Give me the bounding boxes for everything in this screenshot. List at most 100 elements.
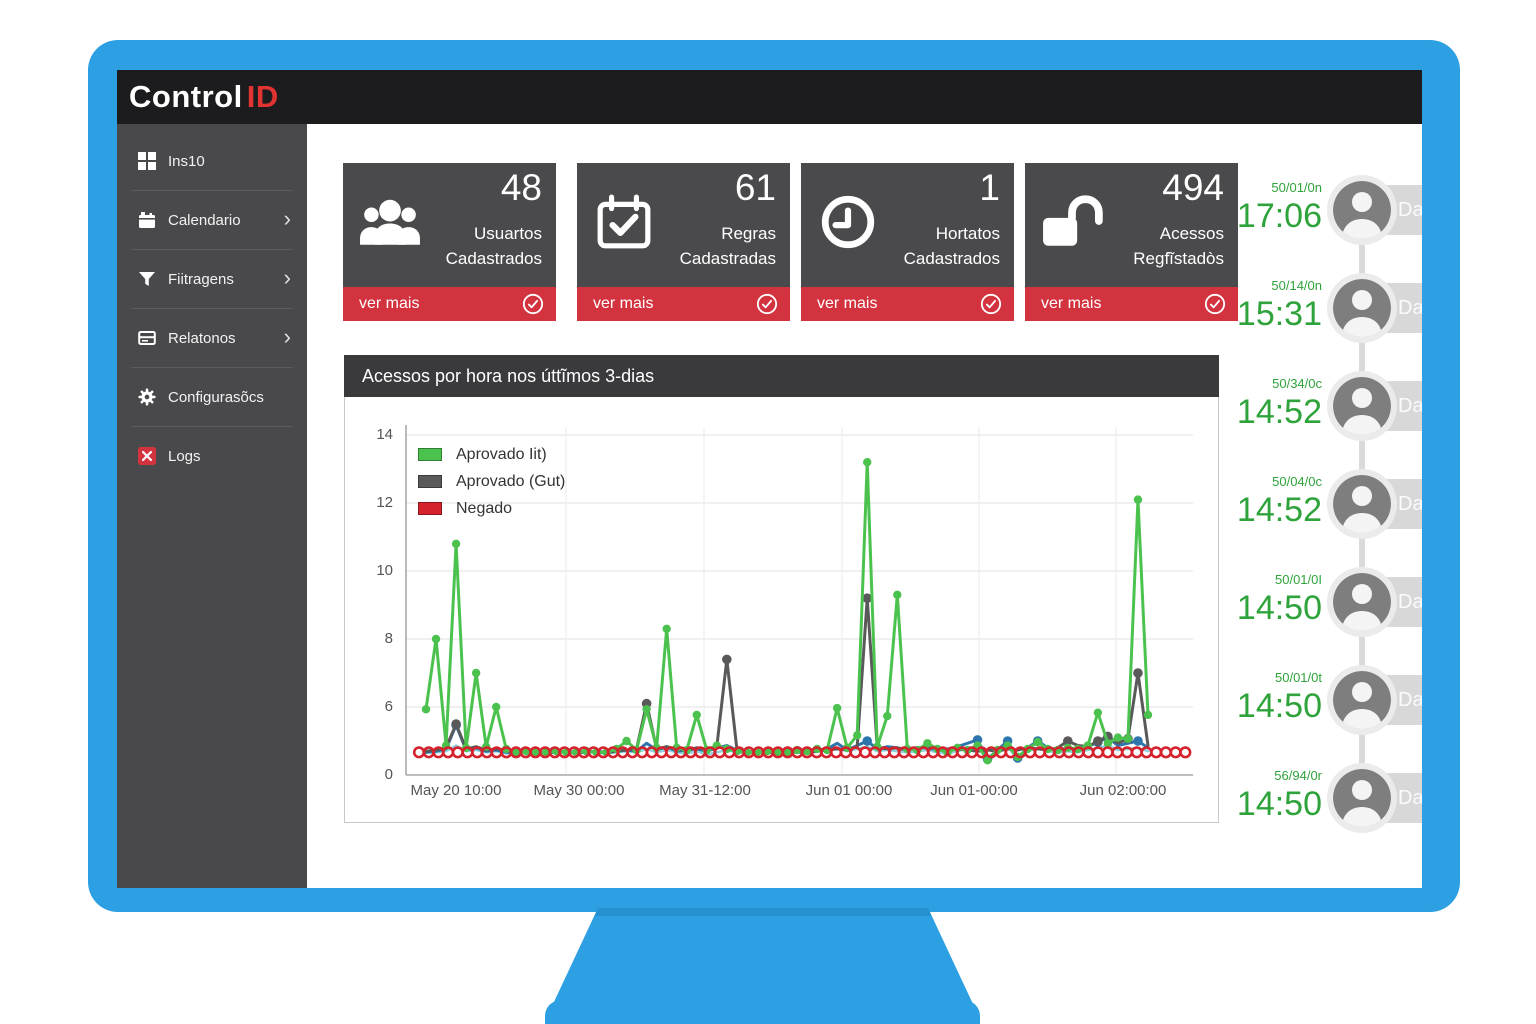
timeline-card-text: Da: [1398, 591, 1422, 613]
sidebar-item-label: Relatonos: [168, 329, 236, 347]
stat-card-value: 1: [979, 167, 1000, 208]
stat-card-value: 494: [1162, 167, 1224, 208]
timeline-date: 50/01/0t: [1275, 670, 1322, 685]
sidebar-separator: [131, 367, 293, 368]
timeline-time: 14:52: [1236, 491, 1322, 529]
sidebar-separator: [131, 190, 293, 191]
calendar-icon: [138, 211, 156, 229]
y-tick-label: 0: [384, 766, 393, 783]
sidebar-item-fiitragens[interactable]: Fiitragens ›: [117, 257, 307, 301]
logo-text-id: ID: [246, 79, 279, 114]
app-header: Control ID: [117, 70, 1422, 124]
timeline-time: 17:06: [1236, 197, 1322, 235]
logo-text-control: Control: [129, 79, 243, 114]
padlock-open-icon: [1041, 193, 1103, 251]
person-icon: [1333, 671, 1391, 729]
timeline-time: 14:52: [1236, 393, 1322, 431]
grid-icon: [138, 152, 156, 170]
avatar: [1327, 371, 1397, 441]
avatar: [1327, 665, 1397, 735]
x-tick-label: May 31-12:00: [659, 782, 751, 799]
check-circle-icon: [756, 293, 778, 315]
timeline-date: 56/94/0r: [1274, 768, 1322, 783]
avatar: [1327, 763, 1397, 833]
chevron-right-icon: ›: [283, 265, 291, 290]
sidebar-item-calendario[interactable]: Calendario ›: [117, 198, 307, 242]
x-tick-label: Jun 01 00:00: [805, 782, 893, 799]
person-icon: [1333, 769, 1391, 827]
ver-mais-button[interactable]: ver mais: [577, 287, 790, 321]
person-icon: [1333, 573, 1391, 631]
stat-card-label: Usuartos Cadastrados: [445, 224, 542, 268]
legend-label: Negado: [456, 499, 513, 517]
timeline-card-text: Da: [1398, 689, 1422, 711]
stat-card-body: 61 Regras Cadastradas: [577, 163, 790, 287]
sidebar-item-configuras-cs[interactable]: Configurasõcs: [117, 375, 307, 419]
chart-body: 14 12 10 8 6 0 May 20 10:00 May 30 00:00 May 31-…: [344, 397, 1219, 823]
chevron-right-icon: ›: [283, 324, 291, 349]
timeline-date: 50/14/0n: [1271, 278, 1322, 293]
gear-icon: [138, 388, 156, 406]
stat-card-regras: 61 Regras Cadastradas ver mais: [577, 163, 790, 321]
timeline-time: 14:50: [1236, 785, 1322, 823]
check-circle-icon: [980, 293, 1002, 315]
calendar-check-icon: [593, 193, 655, 251]
legend-swatch: [418, 475, 442, 488]
stat-card-acessos: 494 Acessos Regfĩstadòs ver mais: [1025, 163, 1238, 321]
avatar: [1327, 175, 1397, 245]
stat-card-label: Regras Cadastradas: [679, 224, 776, 268]
person-icon: [1333, 279, 1391, 337]
timeline-card-text: Da: [1398, 297, 1422, 319]
users-icon: [359, 193, 421, 251]
logs-x-icon: [138, 447, 156, 465]
monitor-stand-neck: [553, 908, 973, 1004]
ver-mais-label: ver mais: [817, 295, 878, 312]
sidebar-item-label: Ins10: [168, 152, 205, 170]
stat-card-body: 1 Hortatos Cadastrados: [801, 163, 1014, 287]
timeline-date: 50/01/0I: [1275, 572, 1322, 587]
person-icon: [1333, 475, 1391, 533]
sidebar-item-logs[interactable]: Logs: [117, 434, 307, 478]
legend-label: Aprovado Iit): [456, 445, 547, 463]
stat-card-hortatos: 1 Hortatos Cadastrados ver mais: [801, 163, 1014, 321]
ver-mais-button[interactable]: ver mais: [343, 287, 556, 321]
chart-panel: Acessos por hora nos úttĩmos 3-dias 14 12…: [344, 355, 1219, 823]
monitor-stand-base: [545, 1000, 980, 1024]
clock-icon: [817, 193, 879, 251]
person-icon: [1333, 377, 1391, 435]
sidebar-separator: [131, 308, 293, 309]
timeline-card-text: Da: [1398, 199, 1422, 221]
ver-mais-label: ver mais: [1041, 295, 1102, 312]
chart-legend: Aprovado Iit) Aprovado (Gut) Negado: [418, 441, 565, 522]
person-icon: [1333, 181, 1391, 239]
stat-card-body: 494 Acessos Regfĩstadòs: [1025, 163, 1238, 287]
app-logo: Control ID: [129, 70, 279, 124]
sidebar: Ins10 Calendario › Fiitragens › Relatonos › Con…: [117, 124, 307, 888]
legend-item-aprovado-gut-: Aprovado (Gut): [418, 468, 565, 495]
sidebar-separator: [131, 249, 293, 250]
stat-card-usuartos: 48 Usuartos Cadastrados ver mais: [343, 163, 556, 321]
timeline-card-text: Da: [1398, 395, 1422, 417]
avatar: [1327, 273, 1397, 343]
ver-mais-label: ver mais: [593, 295, 654, 312]
sidebar-item-label: Logs: [168, 447, 201, 465]
ver-mais-label: ver mais: [359, 295, 420, 312]
timeline-card-text: Da: [1398, 493, 1422, 515]
stat-card-body: 48 Usuartos Cadastrados: [343, 163, 556, 287]
legend-swatch: [418, 448, 442, 461]
sidebar-item-ins10[interactable]: Ins10: [117, 139, 307, 183]
report-icon: [138, 329, 156, 347]
legend-swatch: [418, 502, 442, 515]
sidebar-item-label: Configurasõcs: [168, 388, 264, 406]
ver-mais-button[interactable]: ver mais: [801, 287, 1014, 321]
x-tick-label: May 30 00:00: [533, 782, 625, 799]
timeline-date: 50/04/0c: [1272, 474, 1322, 489]
timeline-date: 50/01/0n: [1271, 180, 1322, 195]
timeline-time: 15:31: [1236, 295, 1322, 333]
sidebar-item-relatonos[interactable]: Relatonos ›: [117, 316, 307, 360]
avatar: [1327, 567, 1397, 637]
legend-item-negado: Negado: [418, 495, 565, 522]
ver-mais-button[interactable]: ver mais: [1025, 287, 1238, 321]
stat-card-label: Acessos Regfĩstadòs: [1133, 224, 1224, 268]
